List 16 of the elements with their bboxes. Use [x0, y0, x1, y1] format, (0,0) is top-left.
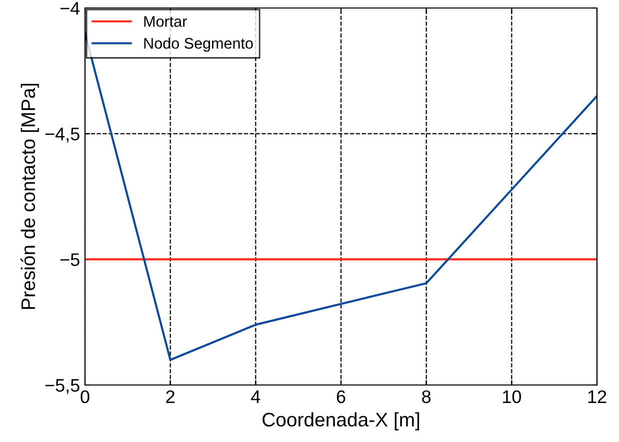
- x-tick-label: 0: [80, 390, 90, 404]
- y-axis-title: Presión de contacto [MPa]: [20, 84, 39, 309]
- x-tick-label: 8: [422, 390, 431, 404]
- x-axis-title: Coordenada-X [m]: [262, 412, 420, 430]
- y-tick-label: −5,5: [45, 379, 80, 394]
- y-tick-label: −4: [60, 2, 80, 15]
- x-tick-label: 12: [588, 390, 606, 403]
- x-tick-label: 10: [503, 390, 522, 404]
- x-tick-label: 6: [336, 390, 346, 404]
- line-series: [85, 32, 597, 361]
- x-tick-label: 2: [166, 390, 174, 403]
- legend-label: Mortar: [144, 16, 187, 27]
- x-tick-label: 4: [251, 390, 260, 403]
- y-tick-label: −5: [60, 253, 80, 266]
- legend-label: Nodo Segmento: [144, 38, 253, 52]
- y-tick-label: −4,5: [45, 128, 80, 143]
